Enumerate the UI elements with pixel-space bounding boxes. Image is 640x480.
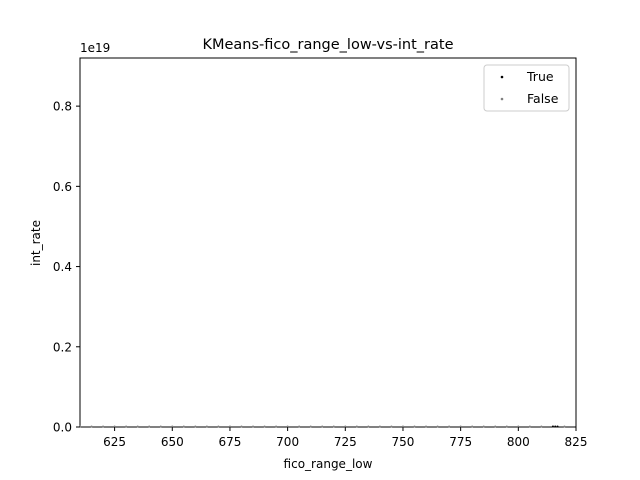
data-point-false xyxy=(275,425,278,428)
data-point-false xyxy=(182,425,185,428)
x-tick-label: 800 xyxy=(507,435,530,449)
legend-label-false: False xyxy=(527,91,559,106)
chart-title: KMeans-fico_range_low-vs-int_rate xyxy=(202,37,453,53)
y-tick-label: 0.0 xyxy=(53,421,72,435)
data-point-false xyxy=(252,425,255,428)
data-point-false xyxy=(205,425,208,428)
data-point-false xyxy=(448,425,451,428)
data-point-false xyxy=(217,425,220,428)
data-point-false xyxy=(321,425,324,428)
data-point-false xyxy=(505,425,508,428)
data-point-false xyxy=(332,425,335,428)
legend: True False xyxy=(483,64,570,112)
y-tick-label: 0.2 xyxy=(53,340,72,354)
data-point-false xyxy=(355,425,358,428)
legend-label-true: True xyxy=(526,69,554,84)
y-tick-label: 0.4 xyxy=(53,260,72,274)
legend-box xyxy=(483,64,570,112)
data-point-false xyxy=(102,425,105,428)
data-point-false xyxy=(125,425,128,428)
series-true-points xyxy=(551,425,559,428)
data-point-true xyxy=(551,425,554,428)
x-tick-label: 825 xyxy=(565,435,588,449)
data-point-false xyxy=(309,425,312,428)
data-point-false xyxy=(425,425,428,428)
x-tick-label: 725 xyxy=(334,435,357,449)
data-point-false xyxy=(390,425,393,428)
data-point-false xyxy=(413,425,416,428)
legend-marker-true xyxy=(500,75,504,79)
data-point-false xyxy=(298,425,301,428)
series-false-points xyxy=(79,425,566,428)
data-point-false xyxy=(378,425,381,428)
x-axis: 625 650 675 700 725 750 775 800 825 xyxy=(103,427,587,449)
data-point-false xyxy=(540,425,543,428)
axes-frame xyxy=(79,57,577,428)
plot-area xyxy=(79,57,577,428)
data-point-false xyxy=(240,425,243,428)
x-tick-label: 650 xyxy=(161,435,184,449)
data-point-true xyxy=(554,425,557,428)
data-point-false xyxy=(436,425,439,428)
x-tick-label: 675 xyxy=(219,435,242,449)
data-point-false xyxy=(528,425,531,428)
data-point-true xyxy=(556,425,559,428)
data-point-false xyxy=(136,425,139,428)
y-tick-label: 0.6 xyxy=(53,180,72,194)
y-offset-label: 1e19 xyxy=(80,41,110,55)
data-point-false xyxy=(494,425,497,428)
legend-marker-false xyxy=(500,97,504,101)
y-tick-label: 0.8 xyxy=(53,100,72,114)
x-tick-label: 775 xyxy=(449,435,472,449)
data-point-false xyxy=(367,425,370,428)
data-point-false xyxy=(194,425,197,428)
x-tick-label: 625 xyxy=(103,435,126,449)
data-point-false xyxy=(90,425,93,428)
x-tick-label: 750 xyxy=(392,435,415,449)
x-tick-label: 700 xyxy=(276,435,299,449)
data-point-false xyxy=(563,425,566,428)
data-point-false xyxy=(482,425,485,428)
data-point-false xyxy=(263,425,266,428)
data-point-false xyxy=(471,425,474,428)
x-axis-label: fico_range_low xyxy=(284,457,373,471)
data-point-false xyxy=(159,425,162,428)
y-axis: 0.0 0.2 0.4 0.6 0.8 xyxy=(53,100,80,435)
y-axis-label: int_rate xyxy=(29,220,43,266)
data-point-false xyxy=(148,425,151,428)
